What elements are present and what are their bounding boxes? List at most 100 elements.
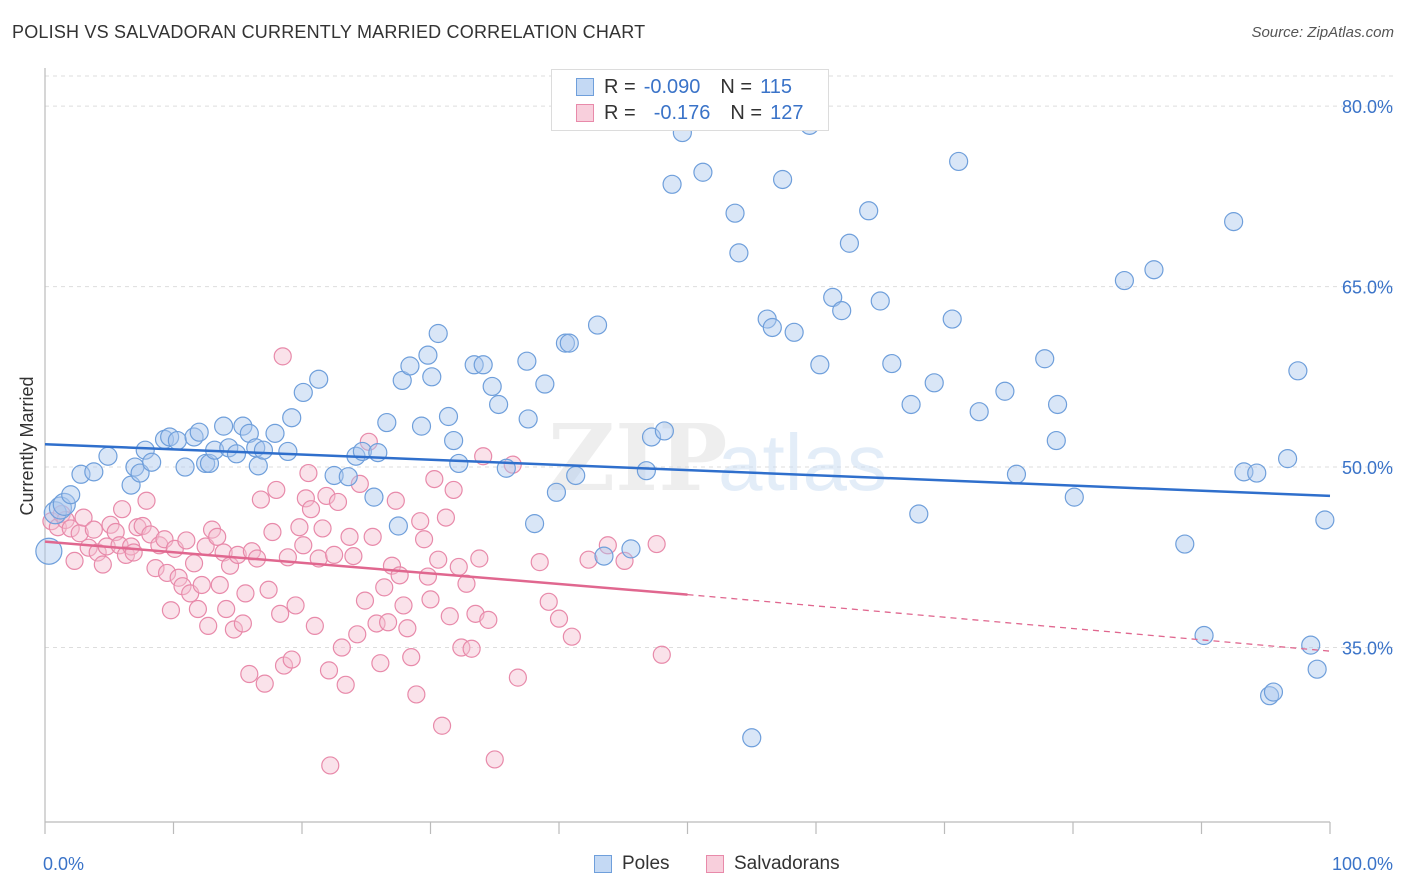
poles-point <box>278 441 298 462</box>
poles-legend-label: Poles <box>622 853 670 874</box>
salvadorans-point <box>273 347 292 366</box>
salvadorans-point <box>549 609 569 628</box>
salvadorans-point <box>313 519 332 538</box>
salvadorans-n-value: 127 <box>770 101 804 124</box>
poles-point <box>621 539 641 559</box>
poles-point <box>418 345 438 365</box>
poles-point <box>35 537 63 565</box>
salvadorans-point <box>340 527 359 546</box>
salvadorans-point <box>394 596 413 615</box>
salvadorans-legend-label: Salvadorans <box>734 853 840 874</box>
poles-point <box>995 381 1015 401</box>
salvadorans-point <box>294 536 313 555</box>
poles-point <box>729 243 749 263</box>
watermark-zip: ZIP <box>548 404 727 512</box>
poles-point <box>253 440 274 460</box>
salvadorans-point <box>173 577 192 596</box>
salvadorans-point <box>449 557 468 577</box>
poles-point <box>924 373 944 393</box>
salvadorans-point <box>208 527 227 546</box>
poles-point <box>772 169 793 190</box>
poles-point <box>167 430 187 451</box>
salvadorans-point <box>615 551 634 571</box>
salvadorans-point <box>344 546 363 566</box>
salvadorans-point <box>332 638 351 657</box>
salvadorans-point <box>169 568 188 587</box>
poles-point <box>84 462 104 482</box>
poles-point <box>546 482 567 502</box>
poles-point <box>1144 260 1164 280</box>
poles-point <box>214 416 234 436</box>
grid-lines <box>45 75 1393 649</box>
poles-point <box>524 514 545 534</box>
y-tick-label: 35.0% <box>1342 639 1393 659</box>
salvadorans-point <box>319 661 339 680</box>
poles-point <box>1263 682 1284 702</box>
poles-n-label: N = <box>720 75 753 98</box>
salvadorans-point <box>378 613 398 632</box>
poles-point <box>98 446 118 466</box>
poles-legend-swatch <box>594 855 612 873</box>
legend-poles[interactable]: Poles <box>594 852 670 876</box>
poles-point <box>489 394 509 415</box>
chart-title: POLISH VS SALVADORAN CURRENTLY MARRIED C… <box>12 22 646 42</box>
poles-point <box>1260 686 1280 706</box>
poles-point <box>226 444 247 464</box>
salvadorans-trend-extension <box>687 593 1331 652</box>
salvadorans-point <box>444 480 463 500</box>
salvadorans-point <box>84 520 103 539</box>
poles-point <box>969 402 989 422</box>
poles-point <box>1175 534 1195 554</box>
poles-point <box>1035 349 1055 369</box>
salvadorans-point <box>192 575 211 595</box>
poles-point <box>859 201 879 221</box>
salvadorans-point <box>402 648 421 667</box>
salvadorans-point <box>363 527 382 546</box>
salvadorans-point <box>579 550 598 569</box>
salvadorans-point <box>79 538 98 557</box>
poles-point <box>1046 430 1066 451</box>
salvadorans-point <box>539 592 558 611</box>
salvadorans-point <box>355 591 375 610</box>
poles-point <box>309 369 329 389</box>
salvadorans-point <box>210 575 229 595</box>
salvadorans-point <box>177 531 196 550</box>
salvadorans-point <box>233 614 252 633</box>
salvadorans-point <box>251 490 270 509</box>
salvadorans-point <box>479 610 498 629</box>
poles-point <box>135 440 155 460</box>
salvadorans-point <box>93 555 112 574</box>
salvadorans-point <box>296 489 315 508</box>
salvadorans-point <box>124 543 143 562</box>
salvadorans-point <box>240 664 259 684</box>
salvadorans-point <box>440 607 459 626</box>
poles-point <box>1301 635 1321 655</box>
salvadorans-swatch <box>576 104 594 122</box>
poles-point <box>324 465 344 486</box>
poles-point <box>265 423 285 443</box>
poles-r-label: R = <box>604 75 636 98</box>
poles-point <box>662 174 682 194</box>
salvadorans-point <box>411 512 430 531</box>
salvadorans-trend-line <box>44 540 688 596</box>
x-tick-label: 0.0% <box>43 854 84 874</box>
salvadorans-point <box>407 685 426 704</box>
salvadorans-point <box>375 578 394 597</box>
poles-point <box>449 453 469 474</box>
salvadorans-point <box>367 614 386 633</box>
salvadorans-point <box>425 469 444 489</box>
watermark: ZIP atlas <box>548 404 887 512</box>
salvadorans-point <box>418 567 438 586</box>
salvadorans-point <box>157 563 177 583</box>
salvadorans-point <box>503 455 522 474</box>
poles-point <box>1315 510 1335 530</box>
legend-salvadorans[interactable]: Salvadorans <box>706 852 840 876</box>
poles-point <box>559 333 579 353</box>
salvadorans-point <box>530 553 549 572</box>
salvadorans-point <box>321 756 340 775</box>
poles-point <box>388 516 408 536</box>
poles-point <box>725 203 745 223</box>
poles-point <box>594 546 614 566</box>
salvadorans-point <box>224 620 243 639</box>
